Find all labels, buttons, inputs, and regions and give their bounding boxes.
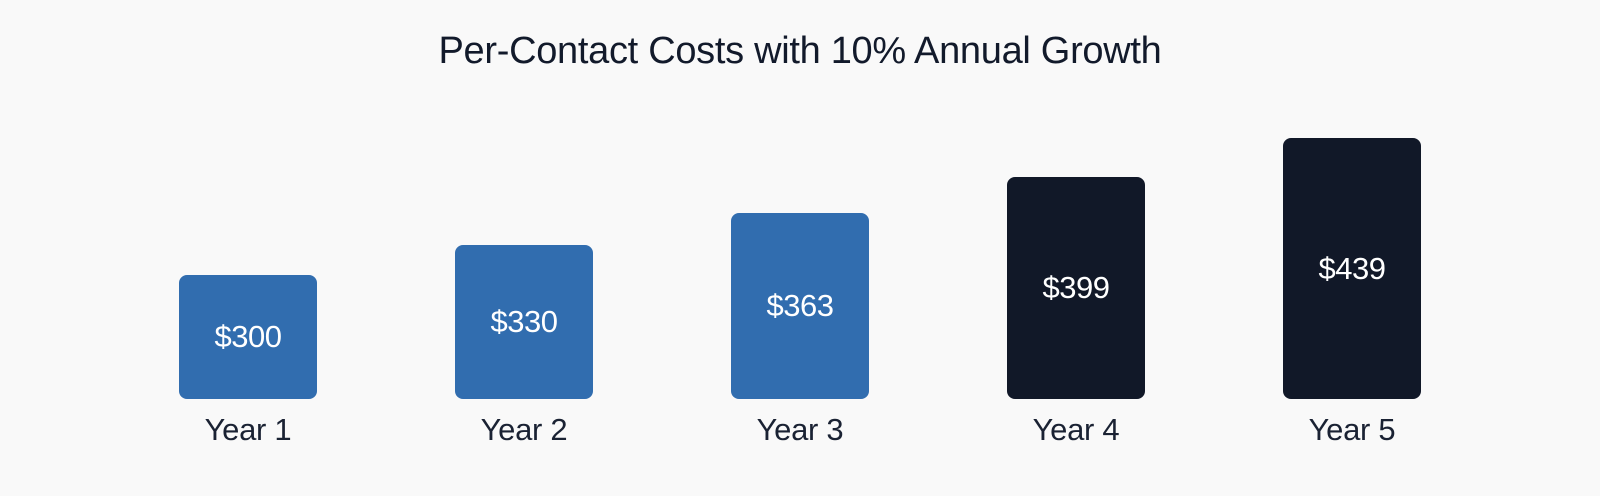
bar-year-3: $363 xyxy=(731,213,869,399)
bar-value-label: $363 xyxy=(766,288,834,323)
bar-year-4: $399 xyxy=(1007,177,1145,399)
category-label: Year 5 xyxy=(1308,412,1396,447)
bar-year-1: $300 xyxy=(179,275,317,399)
bar-value-label: $330 xyxy=(490,304,558,339)
bar-value-label: $300 xyxy=(214,319,282,354)
chart-title: Per-Contact Costs with 10% Annual Growth xyxy=(438,30,1162,72)
category-label: Year 4 xyxy=(1032,412,1120,447)
bar-value-label: $439 xyxy=(1318,250,1386,286)
bar-year-5: $439 xyxy=(1283,138,1421,399)
category-label: Year 2 xyxy=(480,412,568,447)
bar-year-2: $330 xyxy=(455,245,593,399)
bar-value-label: $399 xyxy=(1042,270,1110,305)
category-label: Year 3 xyxy=(756,412,844,447)
category-label: Year 1 xyxy=(204,412,292,447)
